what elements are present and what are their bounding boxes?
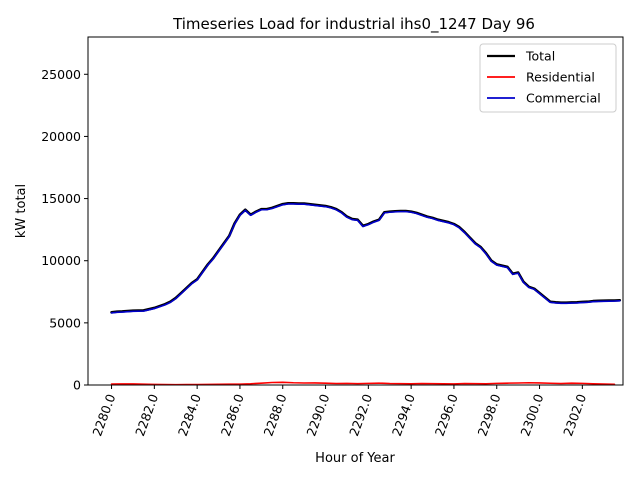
- y-tick-label: 10000: [41, 253, 81, 268]
- chart-title: Timeseries Load for industrial ihs0_1247…: [172, 15, 535, 34]
- y-tick-label: 15000: [41, 191, 81, 206]
- y-axis-label: kW total: [14, 184, 29, 238]
- y-tick-label: 5000: [49, 315, 81, 330]
- plot-frame: [87, 36, 624, 386]
- legend-label-residential: Residential: [526, 70, 595, 85]
- y-tick-label: 20000: [41, 129, 81, 144]
- y-tick-label: 25000: [41, 67, 81, 82]
- x-axis-label: Hour of Year: [315, 451, 395, 466]
- y-axis-ticks: 0 5000 10000 15000 20000 25000: [41, 67, 88, 393]
- legend-label-total: Total: [525, 49, 555, 64]
- legend-frame: [479, 43, 617, 113]
- series-line-commercial: [110, 203, 621, 314]
- y-tick-label: 0: [73, 378, 81, 393]
- legend-label-commercial: Commercial: [526, 91, 601, 106]
- legend: Total Residential Commercial: [479, 43, 617, 113]
